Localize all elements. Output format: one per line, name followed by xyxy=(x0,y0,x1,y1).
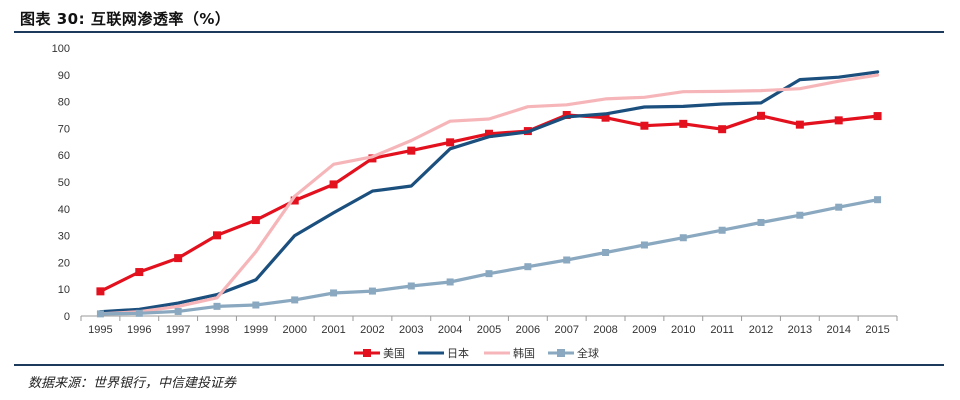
legend-item: 韩国 xyxy=(484,346,535,360)
data-point xyxy=(330,289,338,297)
data-point xyxy=(874,196,882,204)
data-point xyxy=(835,203,843,211)
x-tick-label: 1996 xyxy=(127,324,151,336)
y-tick-label: 10 xyxy=(58,284,70,296)
y-tick-label: 0 xyxy=(64,311,70,323)
data-point xyxy=(718,125,727,134)
chart-axes: 1995 1996 1997 1998 1999 2000 2001 2002 2003 2004… xyxy=(52,43,898,336)
x-tick-label: 2004 xyxy=(438,324,462,336)
data-point xyxy=(446,138,455,147)
x-tick-label: 2007 xyxy=(554,324,578,336)
data-point xyxy=(796,211,804,219)
x-tick-label: 1999 xyxy=(244,324,268,336)
legend-item: 美国 xyxy=(354,347,405,360)
series-line-日本 xyxy=(98,70,880,314)
y-tick-label: 40 xyxy=(58,204,70,216)
data-point xyxy=(485,270,493,278)
x-tick-label: 2012 xyxy=(749,324,773,336)
data-point xyxy=(757,111,765,120)
data-point xyxy=(213,302,221,310)
x-tick-label: 1995 xyxy=(88,324,112,336)
data-point xyxy=(640,121,649,130)
data-point xyxy=(407,146,416,155)
data-point xyxy=(795,120,804,129)
x-tick-label: 2013 xyxy=(788,324,812,336)
legend-item: 日本 xyxy=(418,346,469,360)
data-point xyxy=(96,287,105,296)
x-tick-label: 2003 xyxy=(399,324,423,336)
data-point xyxy=(252,301,260,309)
x-tick-label: 2005 xyxy=(477,324,501,336)
y-tick-label: 60 xyxy=(58,150,70,162)
data-point xyxy=(291,296,299,304)
x-tick-label: 2009 xyxy=(632,324,656,336)
bottom-rule xyxy=(14,364,944,366)
series-line-韩国 xyxy=(98,73,880,316)
x-tick-label: 1997 xyxy=(166,324,190,336)
chart-legend: 美国 日本 韩国 全球 xyxy=(354,346,599,360)
legend-label: 全球 xyxy=(577,346,599,360)
y-tick-label: 50 xyxy=(58,177,70,189)
data-point xyxy=(562,111,571,119)
data-point xyxy=(329,180,338,189)
y-tick-label: 70 xyxy=(58,123,70,135)
data-point xyxy=(834,116,843,125)
y-tick-label: 20 xyxy=(58,257,70,269)
data-point xyxy=(563,256,571,264)
data-point xyxy=(213,231,221,240)
data-point xyxy=(446,278,454,286)
x-tick-label: 2008 xyxy=(593,324,617,336)
chart-series xyxy=(96,70,882,318)
figure-title: 图表 30: 互联网渗透率（%） xyxy=(20,10,231,28)
data-point xyxy=(135,268,144,277)
data-point xyxy=(602,248,610,256)
source-note: 数据来源：世界银行，中信建投证券 xyxy=(28,376,237,391)
x-tick-label: 2002 xyxy=(360,324,384,336)
data-point xyxy=(96,310,104,318)
x-tick-label: 2014 xyxy=(826,324,850,336)
y-tick-label: 30 xyxy=(58,231,70,243)
legend-label: 日本 xyxy=(447,346,469,360)
data-point xyxy=(640,241,648,249)
data-point xyxy=(290,196,299,205)
y-tick-label: 90 xyxy=(58,70,70,82)
series-line-美国 xyxy=(98,113,880,293)
x-tick-label: 2001 xyxy=(321,324,345,336)
y-tick-label: 80 xyxy=(58,97,70,109)
data-point xyxy=(757,218,765,226)
legend-swatch-marker xyxy=(363,349,371,357)
x-tick-label: 2010 xyxy=(671,324,695,336)
y-tick-label: 100 xyxy=(52,43,70,55)
data-point xyxy=(485,129,493,138)
data-point xyxy=(679,119,688,128)
x-tick-label: 2015 xyxy=(865,324,889,336)
data-point xyxy=(718,226,726,234)
top-rule xyxy=(14,31,944,33)
legend-swatch-marker xyxy=(557,349,565,357)
data-point xyxy=(524,263,532,271)
data-point xyxy=(251,216,260,225)
data-point xyxy=(174,254,183,263)
legend-item: 全球 xyxy=(548,346,599,360)
data-point xyxy=(679,234,687,242)
data-point xyxy=(135,309,143,317)
x-tick-label: 2000 xyxy=(282,324,306,336)
data-point xyxy=(601,113,610,122)
legend-label: 韩国 xyxy=(513,346,535,360)
figure-header: 图表 30: 互联网渗透率（%） xyxy=(0,0,960,36)
line-chart: 1995 1996 1997 1998 1999 2000 2001 2002 2003 2004… xyxy=(52,43,898,360)
legend-label: 美国 xyxy=(383,347,405,360)
data-point xyxy=(174,307,182,315)
x-tick-label: 2006 xyxy=(516,324,540,336)
x-tick-label: 1998 xyxy=(205,324,229,336)
data-point xyxy=(368,287,376,295)
data-point xyxy=(873,112,882,121)
x-tick-label: 2011 xyxy=(710,324,734,336)
data-point xyxy=(407,282,415,290)
